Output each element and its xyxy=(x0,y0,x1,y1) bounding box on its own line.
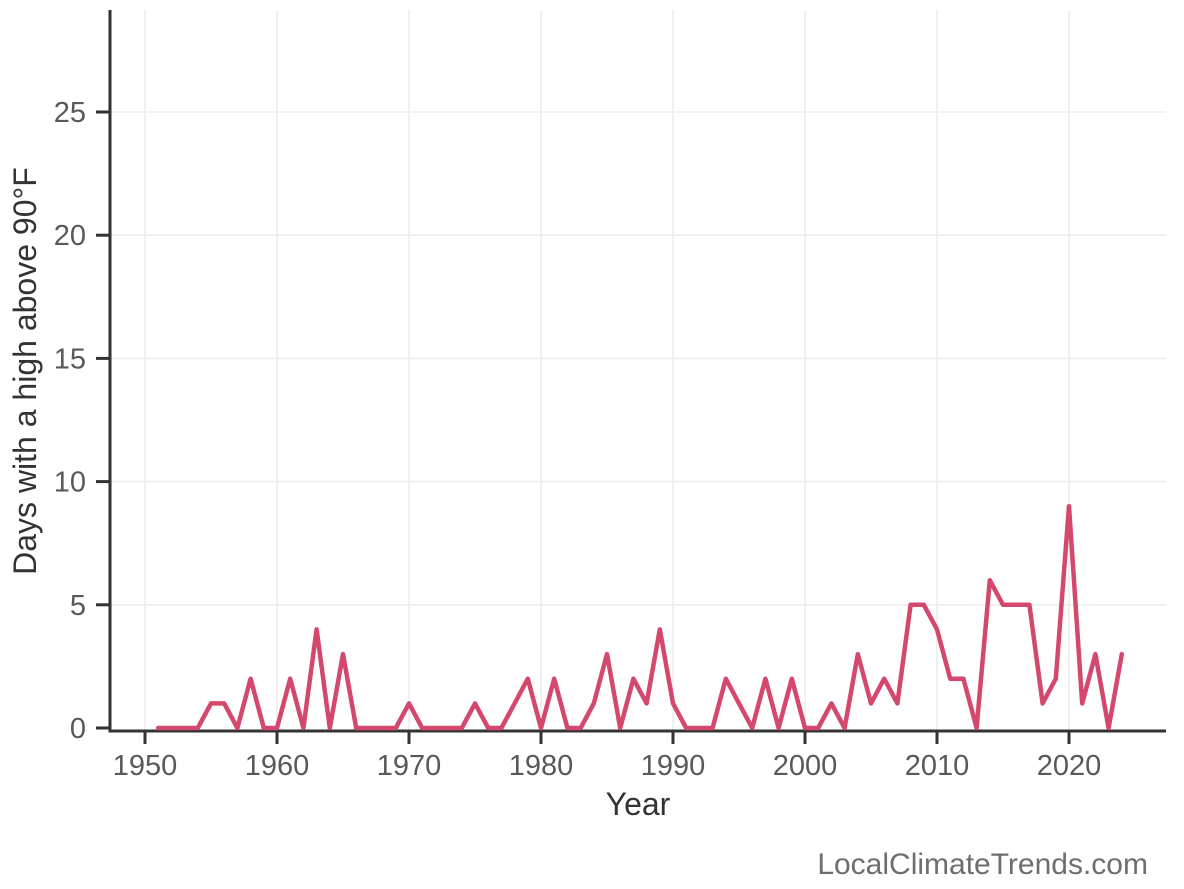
x-tick-label: 1990 xyxy=(641,750,706,782)
axis-ticks xyxy=(96,110,1071,744)
x-tick-label: 1970 xyxy=(377,750,442,782)
y-tick-label: 15 xyxy=(54,343,86,375)
y-tick-label: 10 xyxy=(54,467,86,499)
tick-labels: 1950 1960 1970 1980 1990 2000 2010 2020 0 5 10 15 20… xyxy=(54,97,1102,782)
data-line-days-above-90f xyxy=(155,503,1125,731)
x-tick-label: 2000 xyxy=(773,750,838,782)
x-tick-label: 1980 xyxy=(509,750,574,782)
x-axis-title: Year xyxy=(606,786,671,822)
gridlines xyxy=(110,10,1166,731)
y-tick-label: 20 xyxy=(54,220,86,252)
y-tick-label: 5 xyxy=(70,590,86,622)
watermark: LocalClimateTrends.com xyxy=(817,848,1148,881)
y-tick-label: 0 xyxy=(70,713,86,745)
y-tick-label: 25 xyxy=(54,97,86,129)
x-tick-label: 1950 xyxy=(113,750,178,782)
x-tick-label: 2010 xyxy=(905,750,970,782)
x-tick-label: 2020 xyxy=(1037,750,1102,782)
y-axis-title: Days with a high above 90°F xyxy=(7,167,43,575)
axis-lines xyxy=(108,10,1166,733)
x-tick-label: 1960 xyxy=(245,750,310,782)
